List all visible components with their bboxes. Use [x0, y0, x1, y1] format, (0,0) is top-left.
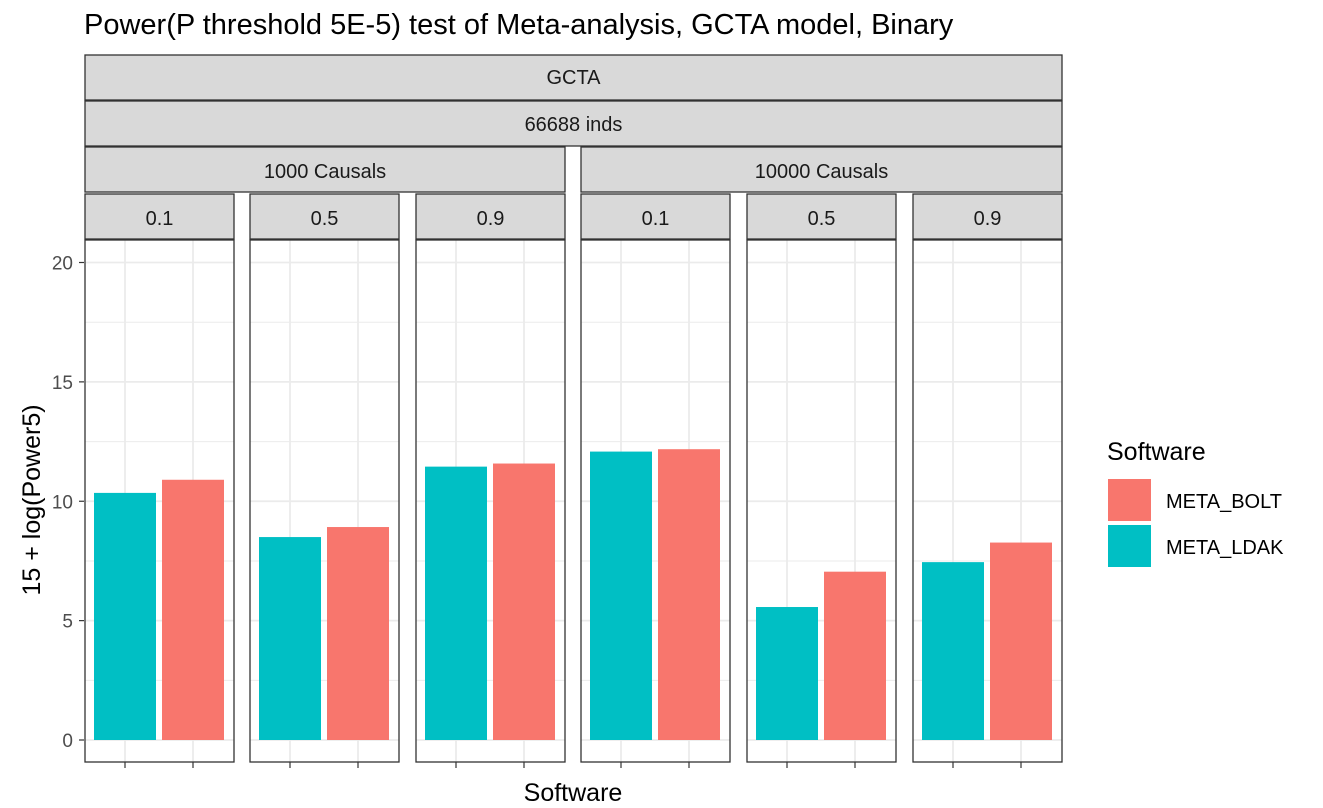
- strip-h2-label: 0.9: [974, 208, 1002, 230]
- strip-causals-label: 10000 Causals: [755, 161, 888, 183]
- legend-key-meta-bolt: [1108, 479, 1151, 521]
- strip-level2: [84, 100, 1063, 147]
- bar-meta-bolt: [327, 527, 389, 740]
- plot-area: GCTA 66688 inds 1000 Causals 10000 Causals 0…: [52, 54, 1063, 768]
- y-tick-label: 0: [62, 731, 73, 752]
- strip-h2-label: 0.5: [311, 208, 339, 230]
- strip-h2: [84, 193, 235, 240]
- panel-border: [84, 239, 235, 763]
- bar-meta-ldak: [922, 562, 984, 740]
- bar-meta-bolt: [990, 542, 1052, 740]
- bar-meta-bolt: [824, 571, 886, 740]
- legend-label: META_LDAK: [1166, 537, 1284, 559]
- strip-h2: [249, 193, 400, 240]
- strip-h2-label: 0.1: [642, 208, 670, 230]
- strip-h2-label: 0.1: [146, 208, 174, 230]
- strip-causals: [580, 146, 1063, 193]
- strip-causals-label: 1000 Causals: [264, 161, 386, 183]
- panel-border: [415, 239, 566, 763]
- x-axis-title: Software: [524, 779, 623, 807]
- strip-level1: [84, 54, 1063, 101]
- strip-h2: [415, 193, 566, 240]
- y-tick-label: 5: [62, 612, 73, 633]
- bar-meta-ldak: [425, 466, 487, 740]
- bar-meta-ldak: [259, 537, 321, 740]
- bar-meta-ldak: [94, 492, 156, 740]
- bar-meta-bolt: [162, 479, 224, 740]
- strip-level2-label: 66688 inds: [525, 114, 623, 136]
- strip-h2-label: 0.5: [808, 208, 836, 230]
- bar-meta-ldak: [590, 451, 652, 740]
- legend-label: META_BOLT: [1166, 491, 1282, 513]
- strip-h2: [746, 193, 897, 240]
- strip-level1-label: GCTA: [546, 67, 601, 89]
- strip-causals: [84, 146, 566, 193]
- panel-border: [912, 239, 1063, 763]
- legend-key-meta-ldak: [1108, 525, 1151, 567]
- panel-border: [249, 239, 400, 763]
- y-tick-label: 15: [52, 373, 73, 394]
- y-axis-title: 15 + log(Power5): [18, 404, 46, 595]
- bar-meta-bolt: [493, 463, 555, 740]
- panel-border: [746, 239, 897, 763]
- bar-meta-bolt: [658, 449, 720, 740]
- panel-border: [580, 239, 731, 763]
- strip-h2: [580, 193, 731, 240]
- strip-h2-label: 0.9: [477, 208, 505, 230]
- legend-title: Software: [1107, 438, 1206, 466]
- chart-title: Power(P threshold 5E-5) test of Meta-ana…: [84, 9, 954, 41]
- legend: Software META_BOLT META_LDAK: [1107, 438, 1284, 567]
- strip-h2: [912, 193, 1063, 240]
- y-tick-label: 20: [52, 254, 73, 275]
- y-tick-label: 10: [52, 492, 73, 513]
- bar-meta-ldak: [756, 607, 818, 740]
